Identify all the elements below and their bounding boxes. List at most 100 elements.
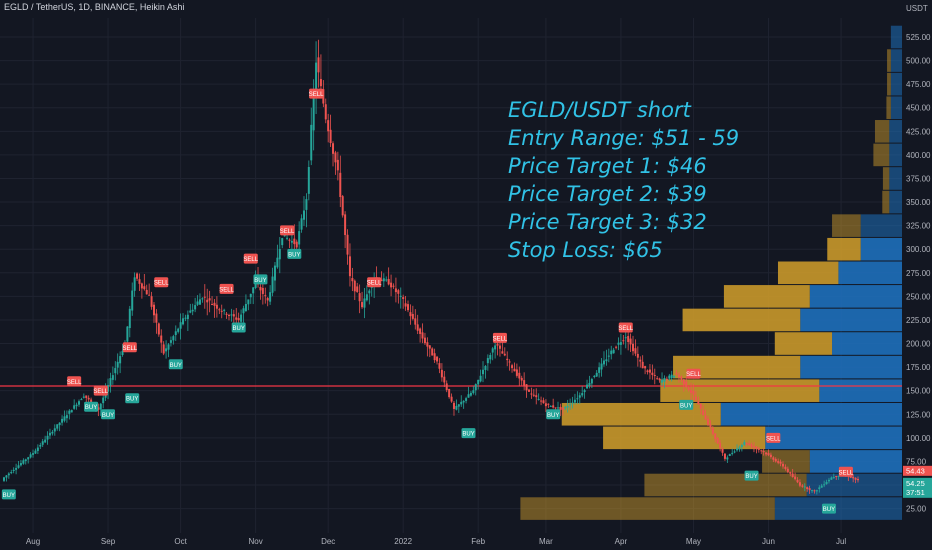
candle (211, 296, 214, 306)
candle (157, 322, 160, 337)
candle (503, 347, 506, 357)
price-tick-label: 75.00 (906, 457, 927, 466)
candle (324, 98, 327, 124)
candle (65, 410, 68, 423)
price-tick-label: 125.00 (906, 410, 931, 419)
candle (610, 345, 613, 360)
candle (823, 480, 826, 488)
candle (15, 463, 18, 475)
candle (382, 273, 385, 287)
candle (515, 363, 518, 378)
candle (10, 469, 13, 475)
candle (399, 287, 402, 309)
svg-text:BUY: BUY (232, 326, 244, 332)
candle (421, 323, 424, 344)
candle (48, 428, 51, 440)
candle (119, 351, 122, 374)
candle (656, 375, 659, 380)
svg-text:SELL: SELL (618, 326, 633, 332)
candle (532, 389, 535, 397)
candle (56, 424, 59, 431)
volume-profile-up-bar (860, 214, 902, 237)
candle (341, 195, 344, 218)
candle (247, 299, 250, 311)
candle (235, 308, 238, 323)
candle (772, 456, 775, 463)
volume-profile-down-bar (886, 96, 891, 120)
volume-profile-up-bar (832, 332, 902, 355)
candle (109, 372, 112, 393)
candle (302, 196, 305, 226)
candle (571, 396, 574, 409)
volume-profile-up-bar (860, 237, 902, 261)
candle (191, 303, 194, 316)
price-tick-label: 150.00 (906, 387, 931, 396)
candle (19, 460, 22, 467)
candle (411, 305, 414, 321)
candle (547, 403, 550, 409)
candle (685, 376, 688, 389)
candle (605, 349, 608, 366)
candle (194, 297, 197, 313)
candle (390, 274, 393, 297)
svg-text:BUY: BUY (254, 278, 266, 284)
candle (806, 486, 809, 492)
sell-signal-label: SELL (93, 385, 109, 396)
candle (426, 337, 429, 357)
sell-signal-label: SELL (618, 322, 634, 333)
time-tick-label: Sep (101, 537, 116, 546)
candle (404, 295, 407, 311)
candle (723, 453, 726, 461)
candle (77, 399, 80, 407)
volume-profile-up-bar (889, 190, 902, 214)
buy-signal-label: BUY (84, 401, 99, 412)
buy-signal-label: BUY (1, 489, 16, 500)
candle (457, 403, 460, 413)
candle (581, 386, 584, 398)
price-tick-label: 200.00 (906, 340, 931, 349)
sell-signal-label: SELL (280, 225, 295, 236)
svg-text:BUY: BUY (85, 405, 97, 411)
volume-profile-down-bar (882, 167, 890, 190)
volume-profile-down-bar (827, 237, 861, 261)
candle (569, 398, 572, 410)
candle (150, 291, 153, 310)
candle (215, 296, 218, 318)
buy-signal-label: BUY (101, 409, 116, 420)
candle (786, 466, 789, 474)
candle (506, 351, 509, 367)
candle (813, 489, 816, 494)
svg-text:BUY: BUY (680, 403, 692, 409)
candle (99, 402, 102, 416)
volume-profile-down-bar (887, 49, 891, 72)
candle (653, 368, 656, 385)
sell-signal-label: SELL (122, 342, 138, 353)
candle (97, 403, 100, 417)
price-tick-label: 525.00 (906, 33, 931, 42)
buy-signal-label: BUY (231, 322, 246, 333)
volume-profile-up-bar (800, 308, 902, 332)
candle (387, 267, 390, 286)
svg-text:SELL: SELL (686, 372, 701, 378)
candle (477, 379, 480, 390)
candle (452, 400, 455, 416)
candle (12, 467, 15, 474)
candle (179, 313, 182, 340)
candle (361, 291, 364, 309)
candle (402, 294, 405, 309)
price-tick-label: 475.00 (906, 80, 931, 89)
candle (624, 329, 627, 349)
candle (644, 365, 647, 375)
candle (394, 277, 397, 303)
svg-text:BUY: BUY (823, 507, 835, 513)
candle (561, 407, 564, 416)
candle (220, 304, 223, 319)
candle (615, 345, 618, 350)
candle (617, 337, 620, 351)
buy-signal-label: BUY (125, 393, 140, 404)
svg-text:BUY: BUY (288, 252, 300, 258)
sell-signal-label: SELL (367, 277, 382, 288)
candle (537, 393, 540, 401)
candle (17, 460, 20, 469)
